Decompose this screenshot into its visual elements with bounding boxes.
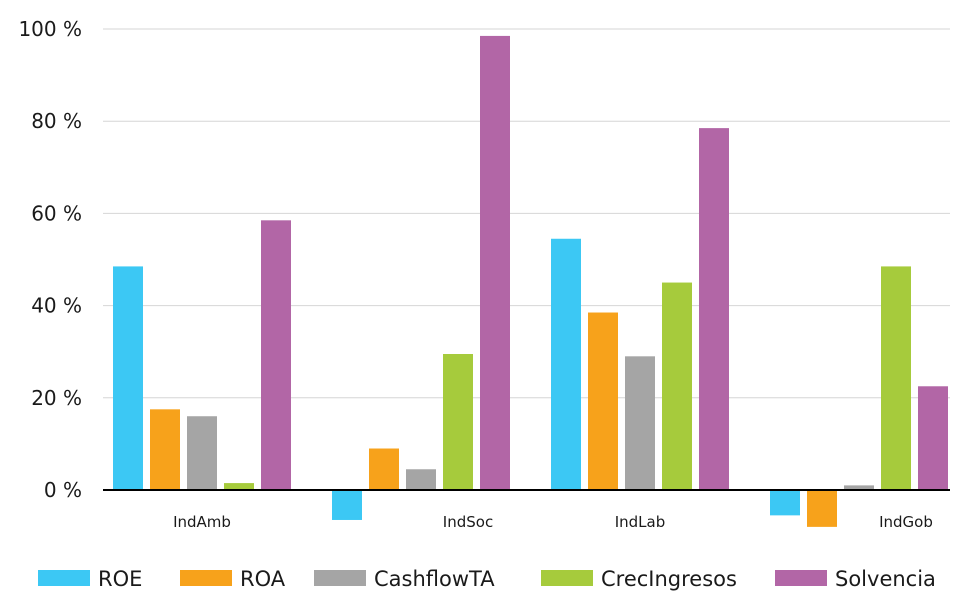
bar-cashflowta-indlab — [625, 356, 655, 490]
legend-swatch-solvencia — [775, 570, 827, 586]
legend-label-crecingresos: CrecIngresos — [601, 567, 737, 591]
y-axis-tick-labels: 0 % 20 % 40 % 60 % 80 % 100 % — [18, 17, 82, 502]
x-category-label: IndGob — [879, 513, 933, 531]
legend-swatch-cashflowta — [314, 570, 366, 586]
legend-label-roe: ROE — [98, 567, 142, 591]
legend-label-roa: ROA — [240, 567, 286, 591]
bar-roa-indgob — [807, 490, 837, 527]
bar-roe-indlab — [551, 238, 581, 490]
y-tick-label: 80 % — [31, 109, 82, 133]
bar-crecingresos-indamb — [224, 483, 254, 490]
bar-roa-indlab — [588, 312, 618, 490]
bar-cashflowta-indamb — [187, 416, 217, 490]
legend-swatch-roe — [38, 570, 90, 586]
y-tick-label: 100 % — [18, 17, 82, 41]
legend-swatch-roa — [180, 570, 232, 586]
legend-swatch-crecingresos — [541, 570, 593, 586]
x-category-label: IndAmb — [173, 513, 231, 531]
y-tick-label: 40 % — [31, 294, 82, 318]
bar-cashflowta-indgob — [844, 485, 874, 490]
y-tick-label: 0 % — [44, 478, 82, 502]
bar-solvencia-indamb — [261, 220, 291, 490]
bar-cashflowta-indsoc — [406, 469, 436, 490]
legend-label-cashflowta: CashflowTA — [374, 567, 495, 591]
bars — [113, 35, 948, 527]
legend: ROE ROA CashflowTA CrecIngresos Solvencia — [38, 567, 936, 591]
bar-solvencia-indlab — [699, 128, 729, 491]
bar-solvencia-indsoc — [480, 35, 510, 490]
x-axis-category-labels: IndAmb IndSoc IndLab IndGob — [173, 513, 933, 531]
bar-roe-indamb — [113, 266, 143, 490]
bar-roa-indsoc — [369, 448, 399, 490]
x-category-label: IndSoc — [443, 513, 493, 531]
y-tick-label: 20 % — [31, 386, 82, 410]
legend-label-solvencia: Solvencia — [835, 567, 936, 591]
bar-roe-indsoc — [332, 490, 362, 520]
bar-solvencia-indgob — [918, 386, 948, 490]
bar-roe-indgob — [770, 490, 800, 516]
bar-roa-indamb — [150, 409, 180, 490]
gridlines — [103, 28, 950, 399]
bar-crecingresos-indgob — [881, 266, 911, 490]
x-category-label: IndLab — [615, 513, 666, 531]
bar-crecingresos-indlab — [662, 282, 692, 490]
bar-crecingresos-indsoc — [443, 354, 473, 490]
y-tick-label: 60 % — [31, 201, 82, 225]
